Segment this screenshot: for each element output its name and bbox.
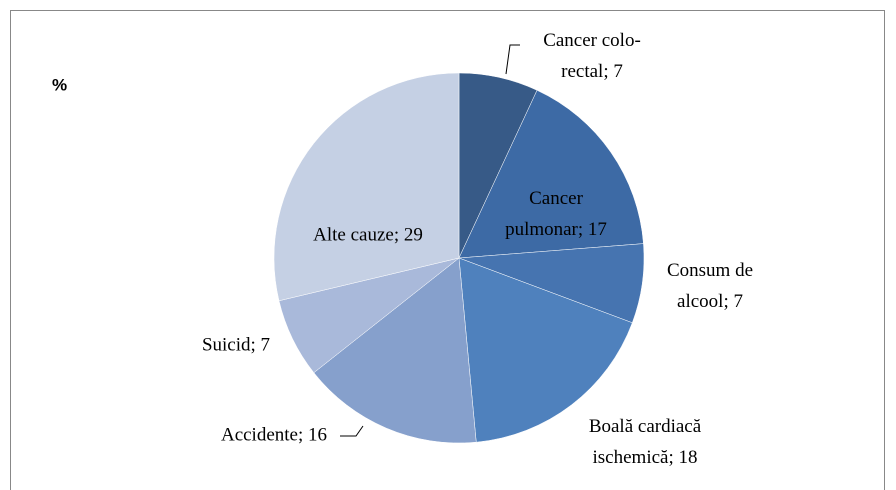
data-label: Cancer colo-rectal; 7 (543, 30, 641, 82)
leader-line (505, 44, 520, 75)
data-label: Boală cardiacă ischemică; 18 (589, 416, 702, 468)
data-label: Consum de alcool; 7 (667, 260, 753, 312)
data-label: Suicid; 7 (202, 334, 270, 355)
data-label: Alte cauze; 29 (313, 224, 423, 245)
pie-slice (273, 72, 460, 302)
data-label: Cancer pulmonar; 17 (505, 188, 607, 240)
leader-line (340, 425, 364, 437)
pie-slice (458, 257, 633, 443)
pie-slice (458, 89, 644, 259)
chart-title: % (52, 75, 67, 94)
data-label: Accidente; 16 (221, 424, 327, 445)
pie-slice (313, 257, 477, 444)
